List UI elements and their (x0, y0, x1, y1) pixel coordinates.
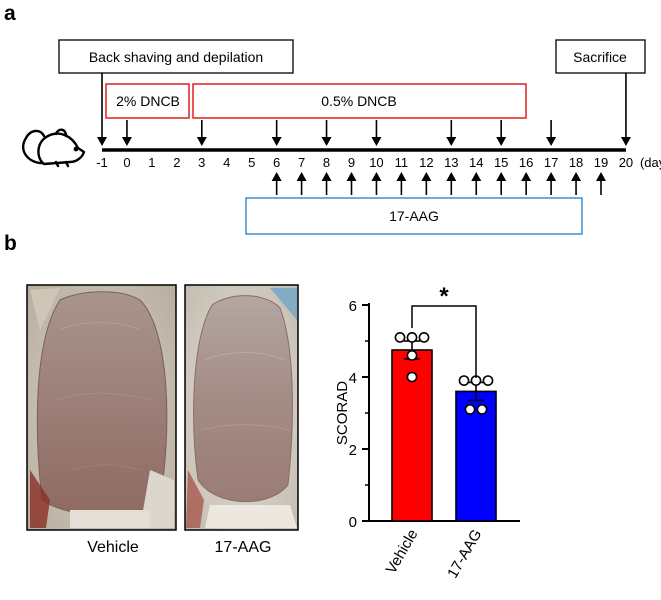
event-arrow (97, 73, 107, 146)
day-label: 10 (369, 155, 383, 170)
bar-1 (455, 390, 497, 522)
dncb-05-box (192, 83, 527, 119)
day-label: 15 (494, 155, 508, 170)
dncb-arrow (321, 120, 332, 146)
significance-star: * (439, 283, 449, 310)
back-shaving-label: Back shaving and depilation (89, 49, 263, 65)
day-label: 8 (323, 155, 330, 170)
y-tick-label: 2 (349, 442, 357, 459)
dncb-2-label: 2% DNCB (116, 93, 180, 109)
drug-arrow (521, 172, 532, 195)
photo-label-drug: 17-AAG (215, 539, 272, 556)
sacrifice-label: Sacrifice (573, 49, 627, 65)
drug-skin-photo (184, 284, 299, 531)
data-point (406, 331, 418, 343)
day-label: 6 (273, 155, 280, 170)
day-label: 13 (444, 155, 458, 170)
day-label: 2 (173, 155, 180, 170)
drug-arrow (421, 172, 432, 195)
dncb-arrow (546, 120, 557, 146)
y-axis-label: SCORAD (334, 381, 351, 445)
data-point (482, 375, 494, 386)
data-point (394, 331, 406, 343)
day-label: 3 (198, 155, 205, 170)
day-label: 17 (544, 155, 558, 170)
panel-b-letter: b (4, 232, 17, 255)
day-label: 0 (123, 155, 130, 170)
drug-arrow (496, 172, 507, 195)
y-tick-label: 4 (349, 370, 357, 387)
day-label: 14 (469, 155, 483, 170)
category-label-1: 17-AAG (444, 527, 485, 582)
dncb-05-label: 0.5% DNCB (321, 93, 396, 109)
data-point (458, 375, 470, 386)
dncb-arrow (196, 120, 207, 146)
data-point (418, 331, 430, 343)
drug-arrow (371, 172, 382, 195)
drug-arrow (321, 172, 332, 195)
y-tick-label: 6 (349, 298, 357, 315)
dncb-arrow (371, 120, 382, 146)
dncb-2-box (105, 83, 190, 119)
panel-a-letter: a (4, 2, 16, 25)
dncb-arrow (446, 120, 457, 146)
mouse-icon (21, 128, 86, 168)
day-label: 5 (248, 155, 255, 170)
data-point (406, 349, 418, 361)
drug-arrow (296, 172, 307, 195)
category-label-0: Vehicle (383, 527, 422, 577)
drug-arrow (446, 172, 457, 195)
drug-arrow (346, 172, 357, 195)
day-label: 19 (594, 155, 608, 170)
drug-arrow (271, 172, 282, 195)
event-arrow (620, 73, 631, 146)
drug-arrow (471, 172, 482, 195)
data-point (464, 403, 476, 415)
drug-label: 17-AAG (389, 208, 439, 224)
day-label: 12 (419, 155, 433, 170)
significance-bracket (411, 305, 477, 378)
drug-arrow (596, 172, 606, 195)
day-label: 11 (395, 155, 409, 170)
drug-box (245, 197, 583, 235)
day-label: 9 (348, 155, 355, 170)
sacrifice-box (555, 39, 646, 74)
dncb-arrow (121, 120, 132, 146)
day-label: 16 (519, 155, 533, 170)
drug-arrow (571, 172, 582, 195)
vehicle-skin-photo (26, 284, 177, 531)
back-shaving-box (58, 39, 294, 74)
data-point (406, 371, 418, 383)
dncb-arrow (496, 120, 507, 146)
days-unit-label: (days) (640, 155, 661, 170)
day-label: 4 (223, 155, 230, 170)
drug-arrow (396, 172, 407, 195)
drug-arrow (546, 172, 557, 195)
day-label: 7 (298, 155, 305, 170)
day-label: 18 (569, 155, 583, 170)
dncb-arrow (271, 120, 282, 146)
day-label: 1 (148, 155, 155, 170)
day-label: 20 (619, 155, 633, 170)
scorad-chart: 0 2 4 6 SCORAD Vehicle 17-AAG * (334, 283, 520, 581)
photo-label-vehicle: Vehicle (87, 539, 139, 556)
data-point (476, 403, 488, 415)
day-label: -1 (96, 155, 108, 170)
y-tick-label: 0 (349, 514, 357, 531)
